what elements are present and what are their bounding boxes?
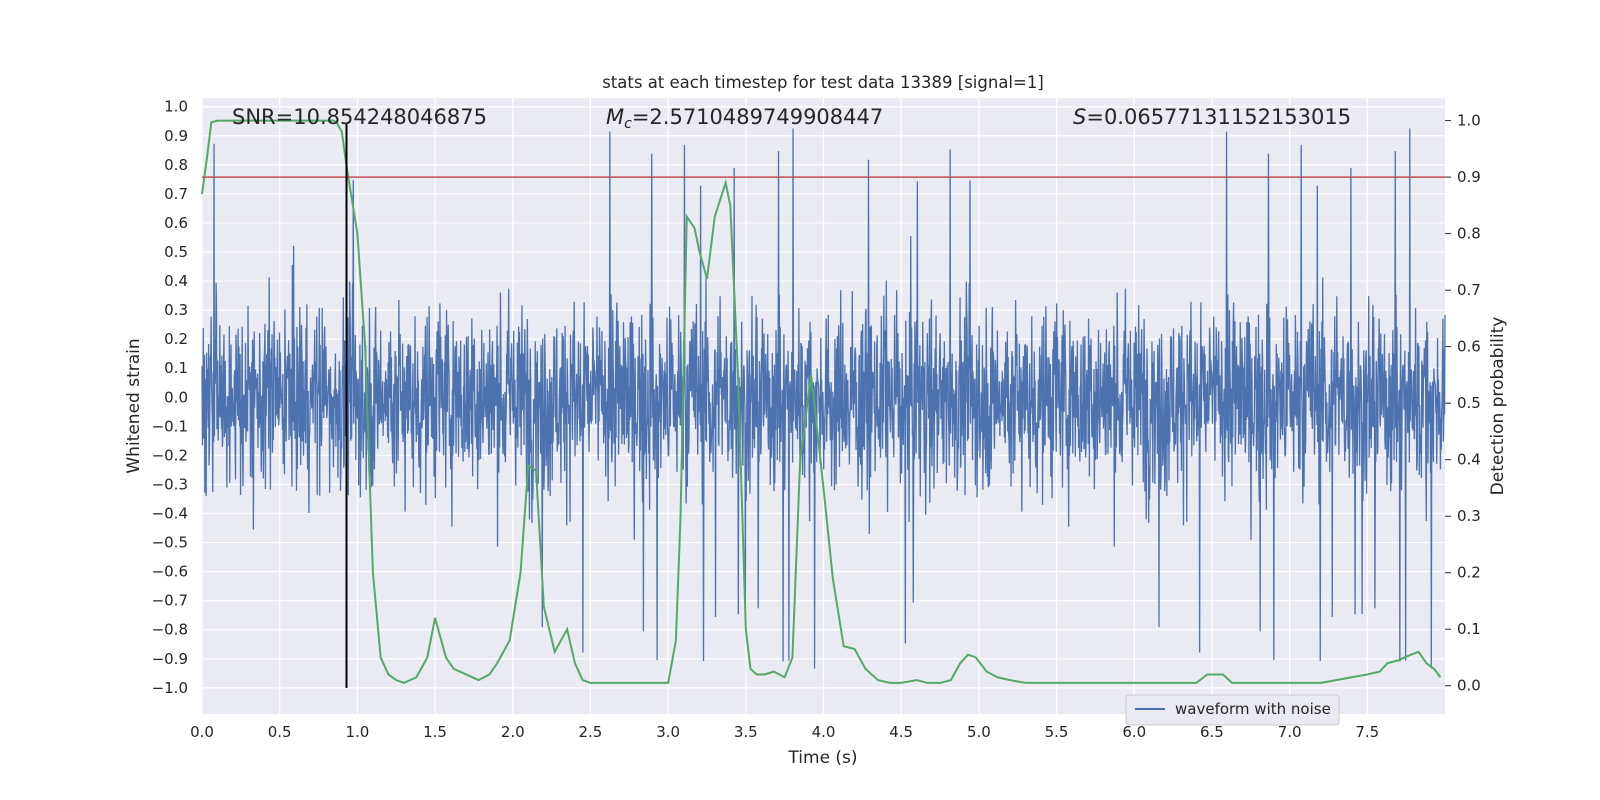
y-axis-left-label: Whitened strain bbox=[124, 338, 144, 473]
y-right-tick-label: 0.9 bbox=[1457, 168, 1481, 186]
x-tick-labels: 0.0 0.5 1.0 1.5 2.0 2.5 3.0 3.5 4.0 4.5 5.0 5.5 6.0 6… bbox=[190, 723, 1379, 741]
x-tick-label: 1.0 bbox=[345, 723, 369, 741]
x-tick-label: 3.5 bbox=[734, 723, 758, 741]
y-left-tick-label: −0.9 bbox=[152, 650, 188, 668]
y-left-tick-label: 0.0 bbox=[164, 388, 188, 406]
legend: waveform with noise bbox=[1125, 694, 1340, 726]
y-right-tick-label: 0.2 bbox=[1457, 564, 1481, 582]
snr-annotation: SNR=10.854248046875 bbox=[232, 105, 487, 129]
y-right-tick-label: 0.6 bbox=[1457, 338, 1481, 356]
y-right-tick-label: 0.8 bbox=[1457, 225, 1481, 243]
right-tick-labels: 1.0 0.9 0.8 0.7 0.6 0.5 0.4 0.3 0.2 0.1 0.0 bbox=[1445, 112, 1481, 695]
waveform-line bbox=[201, 128, 1446, 669]
y-right-tick-label: 0.7 bbox=[1457, 281, 1481, 299]
probability-line bbox=[201, 119, 1442, 684]
y-left-tick-label: 0.5 bbox=[164, 243, 188, 261]
x-tick-label: 5.5 bbox=[1045, 723, 1069, 741]
y-right-tick-label: 0.0 bbox=[1457, 677, 1481, 695]
y-right-tick-label: 0.4 bbox=[1457, 451, 1481, 469]
y-left-tick-label: 0.8 bbox=[164, 156, 188, 174]
y-left-tick-label: 0.9 bbox=[164, 127, 188, 145]
x-tick-label: 2.0 bbox=[501, 723, 525, 741]
mc-annotation: Mc=2.5710489749908447 bbox=[606, 105, 883, 132]
x-tick-label: 6.5 bbox=[1200, 723, 1224, 741]
mc-symbol: M bbox=[606, 105, 624, 129]
x-tick-label: 3.0 bbox=[656, 723, 680, 741]
y-left-tick-label: 0.2 bbox=[164, 330, 188, 348]
y-left-tick-label: 0.3 bbox=[164, 301, 188, 319]
y-left-tick-label: −0.4 bbox=[152, 505, 188, 523]
chart-title: stats at each timestep for test data 133… bbox=[602, 73, 1044, 92]
waveform-series bbox=[201, 128, 1446, 669]
x-tick-label: 1.5 bbox=[423, 723, 447, 741]
overlay-lines bbox=[202, 124, 1445, 688]
y-left-tick-label: −0.5 bbox=[152, 534, 188, 552]
y-left-tick-label: 0.1 bbox=[164, 359, 188, 377]
y-left-tick-label: −0.2 bbox=[152, 446, 188, 464]
x-tick-label: 4.0 bbox=[812, 723, 836, 741]
y-right-tick-label: 1.0 bbox=[1457, 112, 1481, 130]
legend-label: waveform with noise bbox=[1175, 700, 1331, 718]
s-symbol: S bbox=[1073, 105, 1086, 129]
y-right-tick-label: 0.5 bbox=[1457, 394, 1481, 412]
y-left-tick-label: 0.7 bbox=[164, 185, 188, 203]
left-tick-labels: 1.0 0.9 0.8 0.7 0.6 0.5 0.4 0.3 0.2 0.1 0.0 −0.1 −0.… bbox=[152, 98, 188, 697]
s-value: =0.06577131152153015 bbox=[1086, 105, 1351, 129]
x-tick-label: 0.0 bbox=[190, 723, 214, 741]
x-axis-label: Time (s) bbox=[787, 748, 857, 768]
y-left-tick-label: −0.7 bbox=[152, 592, 188, 610]
mc-value: =2.5710489749908447 bbox=[632, 105, 883, 129]
x-tick-label: 4.5 bbox=[889, 723, 913, 741]
x-tick-label: 6.0 bbox=[1122, 723, 1146, 741]
y-right-tick-label: 0.1 bbox=[1457, 620, 1481, 638]
y-left-tick-label: −0.3 bbox=[152, 475, 188, 493]
y-left-tick-label: −0.8 bbox=[152, 621, 188, 639]
y-left-tick-label: 0.6 bbox=[164, 214, 188, 232]
y-left-tick-label: 1.0 bbox=[164, 98, 188, 116]
legend-box bbox=[1125, 694, 1340, 726]
x-tick-label: 7.0 bbox=[1278, 723, 1302, 741]
y-left-tick-label: −0.6 bbox=[152, 563, 188, 581]
s-annotation: S=0.06577131152153015 bbox=[1073, 105, 1351, 129]
y-right-tick-label: 0.3 bbox=[1457, 507, 1481, 525]
mc-subscript: c bbox=[624, 116, 632, 132]
x-tick-label: 7.5 bbox=[1355, 723, 1379, 741]
y-left-tick-label: −1.0 bbox=[152, 679, 188, 697]
x-tick-label: 5.0 bbox=[967, 723, 991, 741]
probability-series bbox=[201, 119, 1442, 684]
y-left-tick-label: −0.1 bbox=[152, 417, 188, 435]
y-axis-right-label: Detection probability bbox=[1488, 317, 1508, 496]
y-left-tick-label: 0.4 bbox=[164, 272, 188, 290]
x-tick-label: 2.5 bbox=[579, 723, 603, 741]
x-tick-label: 0.5 bbox=[268, 723, 292, 741]
